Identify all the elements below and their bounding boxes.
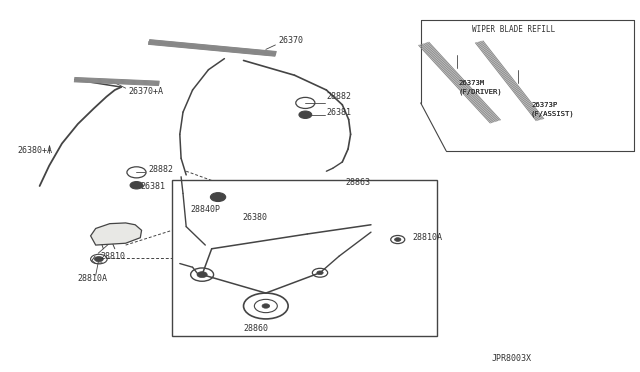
Text: 26380: 26380 [243,213,268,222]
Text: 26373P: 26373P [532,102,558,108]
Text: 28863: 28863 [346,178,371,187]
Text: (F/ASSIST): (F/ASSIST) [531,111,574,117]
Circle shape [95,257,103,262]
Text: 26373M: 26373M [459,80,485,86]
Circle shape [302,113,308,116]
Text: (F/DRIVER): (F/DRIVER) [459,89,502,95]
Circle shape [317,271,323,275]
Circle shape [262,304,269,308]
Text: (F/DRIVER): (F/DRIVER) [459,89,502,95]
Bar [172,180,436,336]
Text: 26380+A: 26380+A [17,147,52,155]
Text: 26370: 26370 [278,36,303,45]
Text: 26381: 26381 [140,182,165,191]
Text: 28860: 28860 [244,324,269,333]
Text: 26373P: 26373P [532,102,558,108]
Text: 26381: 26381 [326,108,351,117]
Text: 26373M: 26373M [459,80,485,86]
Text: 28810A: 28810A [78,274,108,283]
Text: 28840P: 28840P [190,205,220,214]
Text: JPR8003X: JPR8003X [491,354,531,363]
Circle shape [133,183,140,187]
Text: 28882: 28882 [148,165,173,174]
Circle shape [299,111,312,118]
Text: 28810: 28810 [100,251,125,261]
Text: 26370+A: 26370+A [129,87,164,96]
Circle shape [197,272,207,278]
Circle shape [215,195,221,199]
Text: WIPER BLADE REFILL: WIPER BLADE REFILL [472,25,555,33]
Text: 28882: 28882 [326,92,351,101]
Circle shape [130,182,143,189]
Text: 28810A: 28810A [412,233,442,242]
Polygon shape [91,223,141,245]
Circle shape [211,193,226,202]
Text: (F/ASSIST): (F/ASSIST) [531,111,574,117]
Circle shape [394,238,401,241]
